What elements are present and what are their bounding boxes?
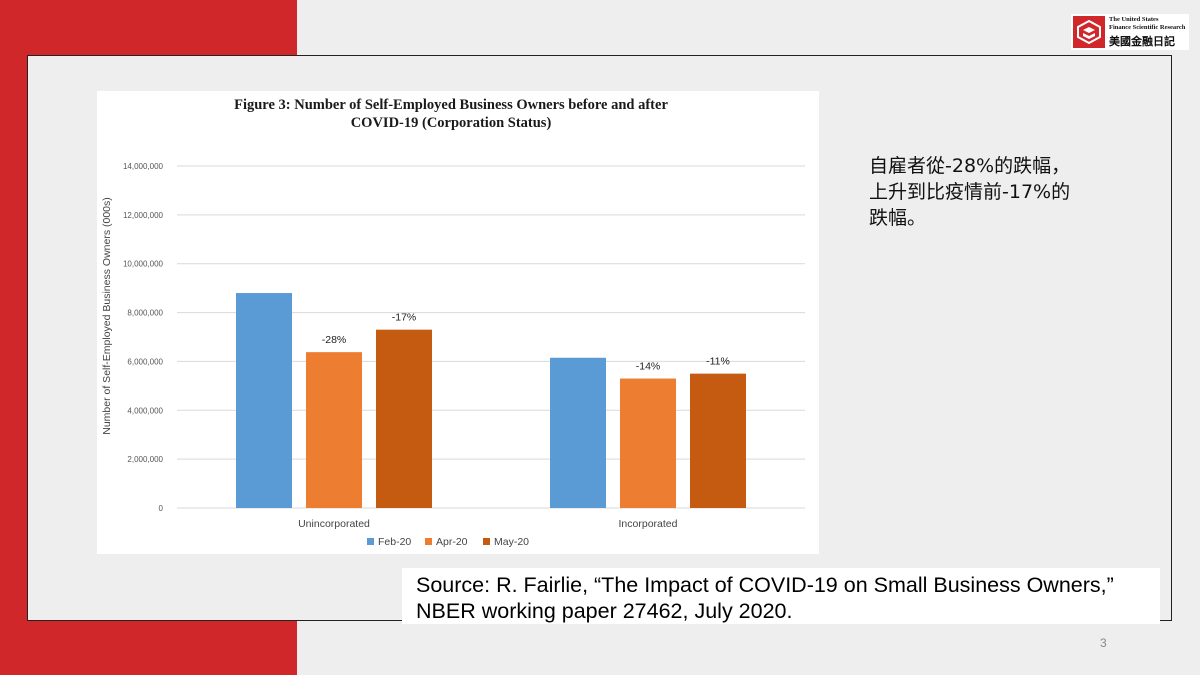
chart-title-line1: Figure 3: Number of Self-Employed Busine… <box>234 97 668 113</box>
y-axis-label: Number of Self-Employed Business Owners … <box>101 197 113 435</box>
source-line1: Source: R. Fairlie, “The Impact of COVID… <box>416 573 1114 597</box>
logo-text-line2: Finance Scientific Research <box>1109 24 1186 31</box>
legend-swatch <box>367 538 374 545</box>
logo-text-line1: The United States <box>1109 16 1159 23</box>
data-label: -28% <box>322 334 347 346</box>
y-tick-label: 10,000,000 <box>123 260 164 269</box>
source-citation: Source: R. Fairlie, “The Impact of COVID… <box>402 568 1160 624</box>
y-tick-label: 12,000,000 <box>123 211 164 220</box>
y-tick-label: 6,000,000 <box>127 357 163 366</box>
legend-label: Apr-20 <box>436 536 468 548</box>
source-line2: NBER working paper 27462, July 2020. <box>416 599 793 623</box>
bar <box>690 373 746 508</box>
note-line2: 上升到比疫情前-17%的 <box>869 181 1071 203</box>
y-tick-label: 2,000,000 <box>127 455 163 464</box>
bar <box>550 357 606 508</box>
logo-chinese-name: 美國金融日記 <box>1109 35 1175 48</box>
y-tick-label: 4,000,000 <box>127 406 163 415</box>
note-line1: 自雇者從-28%的跌幅， <box>869 155 1071 177</box>
y-tick-label: 8,000,000 <box>127 309 163 318</box>
y-tick-label: 0 <box>159 504 164 513</box>
company-logo-icon <box>1073 16 1105 48</box>
bar <box>306 352 362 508</box>
bar <box>236 293 292 508</box>
legend-label: Feb-20 <box>378 536 411 548</box>
page-number: 3 <box>1100 636 1107 650</box>
note-line3: 跌幅。 <box>869 207 927 229</box>
x-category-label: Unincorporated <box>298 518 370 530</box>
brand-logo: The United States Finance Scientific Res… <box>1071 14 1189 50</box>
bar <box>620 378 676 508</box>
data-label: -17% <box>392 312 417 324</box>
y-tick-label: 14,000,000 <box>123 162 164 171</box>
legend-swatch <box>483 538 490 545</box>
commentary-note: 自雇者從-28%的跌幅， 上升到比疫情前-17%的 跌幅。 <box>869 153 1129 231</box>
legend-swatch <box>425 538 432 545</box>
x-category-label: Incorporated <box>619 518 678 530</box>
chart-title-line2: COVID-19 (Corporation Status) <box>351 115 552 131</box>
chart-panel: 0 2,000,000 4,000,000 6,000,000 8,000,000 10,… <box>97 91 819 554</box>
bar <box>376 329 432 508</box>
bar-chart: 0 2,000,000 4,000,000 6,000,000 8,000,000 10,… <box>101 97 805 548</box>
data-label: -14% <box>636 361 661 373</box>
legend-label: May-20 <box>494 536 529 548</box>
data-label: -11% <box>706 356 730 368</box>
